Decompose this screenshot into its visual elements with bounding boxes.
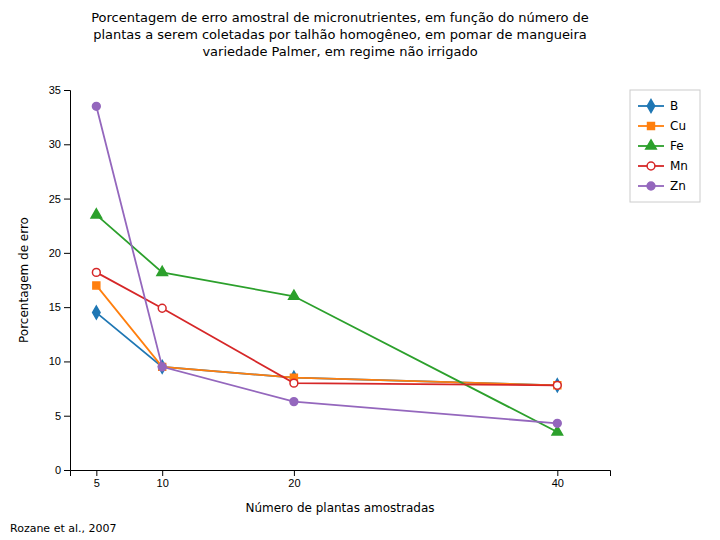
legend-label: Mn bbox=[670, 159, 688, 173]
series-line bbox=[96, 313, 557, 386]
legend-label: Zn bbox=[670, 179, 686, 193]
x-tick-mark bbox=[294, 470, 295, 476]
y-tick-mark bbox=[64, 416, 70, 417]
series-line bbox=[96, 285, 557, 385]
point bbox=[554, 382, 561, 389]
point bbox=[93, 282, 100, 289]
legend-label: Cu bbox=[670, 119, 686, 133]
legend-swatch-marker bbox=[648, 123, 655, 130]
y-tick: 0 bbox=[55, 464, 70, 476]
point bbox=[93, 306, 100, 319]
series bbox=[93, 282, 561, 389]
x-tick-label: 10 bbox=[157, 477, 169, 489]
legend-item: Cu bbox=[638, 119, 686, 133]
series-line bbox=[96, 215, 557, 432]
y-tick-mark bbox=[64, 307, 70, 308]
y-tick-label: 20 bbox=[49, 247, 61, 259]
y-tick-label: 25 bbox=[49, 193, 61, 205]
x-tick-label: 40 bbox=[552, 477, 564, 489]
legend-item: Fe bbox=[638, 139, 684, 153]
series-line bbox=[96, 272, 557, 385]
legend-swatch-marker bbox=[647, 162, 655, 170]
title: Porcentagem de erro amostral de micronut… bbox=[91, 10, 589, 59]
title-line: Porcentagem de erro amostral de micronut… bbox=[91, 10, 589, 25]
x-axis-title: Número de plantas amostradas bbox=[245, 501, 434, 515]
y-tick-label: 5 bbox=[55, 410, 61, 422]
marks bbox=[91, 102, 563, 435]
y-axis-title: Porcentagem de erro bbox=[17, 217, 31, 343]
y-tick: 5 bbox=[55, 410, 70, 422]
y-tick-label: 35 bbox=[49, 84, 61, 96]
point bbox=[290, 379, 298, 387]
series bbox=[92, 268, 561, 389]
legend: B Cu Fe Mn Zn bbox=[630, 90, 700, 202]
x-tick: 5 bbox=[94, 470, 100, 489]
footnote: Rozane et al., 2007 bbox=[10, 522, 117, 535]
y-tick-label: 15 bbox=[49, 301, 61, 313]
legend-item: B bbox=[638, 99, 678, 113]
legend-item: Zn bbox=[638, 179, 686, 193]
point bbox=[553, 419, 561, 427]
y-tick-label: 30 bbox=[49, 138, 61, 150]
legend-swatch-marker bbox=[646, 140, 657, 149]
legend-frame bbox=[630, 90, 700, 202]
point bbox=[91, 209, 102, 218]
y-tick: 15 bbox=[49, 301, 70, 313]
point bbox=[554, 379, 561, 392]
point bbox=[158, 363, 166, 371]
title-line: plantas a serem coletadas por talhão hom… bbox=[93, 27, 587, 42]
y-tick-mark bbox=[64, 470, 70, 471]
series bbox=[92, 102, 561, 427]
y-tick-label: 0 bbox=[55, 464, 61, 476]
y-tick-mark bbox=[64, 253, 70, 254]
y-tick-mark bbox=[64, 199, 70, 200]
legend-swatch-marker bbox=[647, 100, 654, 113]
x-tick: 40 bbox=[552, 470, 564, 489]
y-tick: 35 bbox=[49, 84, 70, 96]
chart-svg: 5 10 20 40 0 5 10 15 20 25 30 35 Número de plantas a… bbox=[0, 0, 720, 540]
point bbox=[157, 266, 168, 275]
y-tick-mark bbox=[64, 90, 70, 91]
x-tick-mark bbox=[557, 470, 558, 476]
point bbox=[159, 363, 166, 370]
series-line bbox=[96, 106, 557, 423]
x-tick: 20 bbox=[288, 470, 300, 489]
title-line: variedade Palmer, em regime não irrigado bbox=[202, 44, 477, 59]
y-tick-label: 10 bbox=[49, 355, 61, 367]
x-tick-label: 5 bbox=[94, 477, 100, 489]
point bbox=[553, 381, 561, 389]
y-tick: 10 bbox=[49, 355, 70, 367]
x-axis-line bbox=[71, 471, 611, 477]
x-tick-mark bbox=[162, 470, 163, 476]
legend-label: Fe bbox=[670, 139, 684, 153]
series bbox=[91, 209, 563, 435]
plot: 5 10 20 40 0 5 10 15 20 25 30 35 bbox=[49, 84, 611, 489]
legend-item: Mn bbox=[638, 159, 688, 173]
x-tick: 10 bbox=[157, 470, 169, 489]
y-tick-mark bbox=[64, 361, 70, 362]
point bbox=[92, 268, 100, 276]
x-tick-mark bbox=[96, 470, 97, 476]
y-tick: 30 bbox=[49, 138, 70, 150]
y-axis-line bbox=[64, 91, 71, 471]
y-tick: 20 bbox=[49, 247, 70, 259]
legend-label: B bbox=[670, 99, 678, 113]
y-tick-mark bbox=[64, 144, 70, 145]
y-tick: 25 bbox=[49, 193, 70, 205]
y-axis: 0 5 10 15 20 25 30 35 bbox=[49, 84, 71, 476]
x-tick-label: 20 bbox=[288, 477, 300, 489]
point bbox=[290, 398, 298, 406]
point bbox=[158, 304, 166, 312]
legend-swatch-marker bbox=[647, 182, 655, 190]
point bbox=[289, 290, 300, 299]
x-axis: 5 10 20 40 bbox=[71, 470, 611, 489]
point bbox=[92, 102, 100, 110]
